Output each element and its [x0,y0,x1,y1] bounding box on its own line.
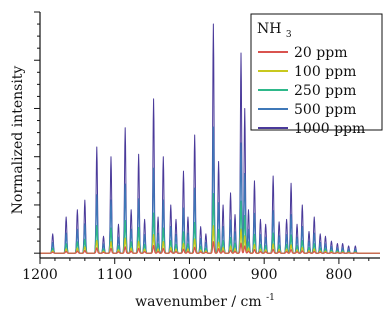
series-line [39,193,381,254]
y-ticks [34,11,40,254]
x-tick-label: 1200 [22,267,58,283]
legend-title-text: NH [257,21,281,37]
x-tick-label: 800 [326,267,353,283]
x-tick-label: 1100 [97,267,133,283]
series-line [39,225,381,254]
x-axis-label-superscript: -1 [266,293,275,303]
series-line [39,241,381,254]
legend-label: 500 ppm [294,102,356,118]
x-tick-label: 900 [251,267,278,283]
legend-title-subscript: 3 [286,30,292,40]
legend-label: 1000 ppm [294,121,365,137]
x-ticks: 1200 1100 1000 900 800 [22,258,370,283]
series-line [39,126,381,254]
plot-series [39,23,381,254]
legend-label: 250 ppm [294,83,356,99]
legend-title: NH 3 [257,21,292,40]
legend-items: 20 ppm 100 ppm 250 ppm 500 ppm 1000 ppm [258,45,365,137]
y-axis-label: Normalized intensity [10,66,26,215]
x-tick-label: 1000 [172,267,208,283]
legend-label: 100 ppm [294,64,356,80]
x-axis-label: wavenumber / cm -1 [135,293,275,310]
legend: NH 3 20 ppm 100 ppm 250 ppm 500 ppm 1000 ppm [250,13,383,137]
x-axis-label-text: wavenumber / cm [135,294,262,310]
legend-label: 20 ppm [294,45,347,61]
